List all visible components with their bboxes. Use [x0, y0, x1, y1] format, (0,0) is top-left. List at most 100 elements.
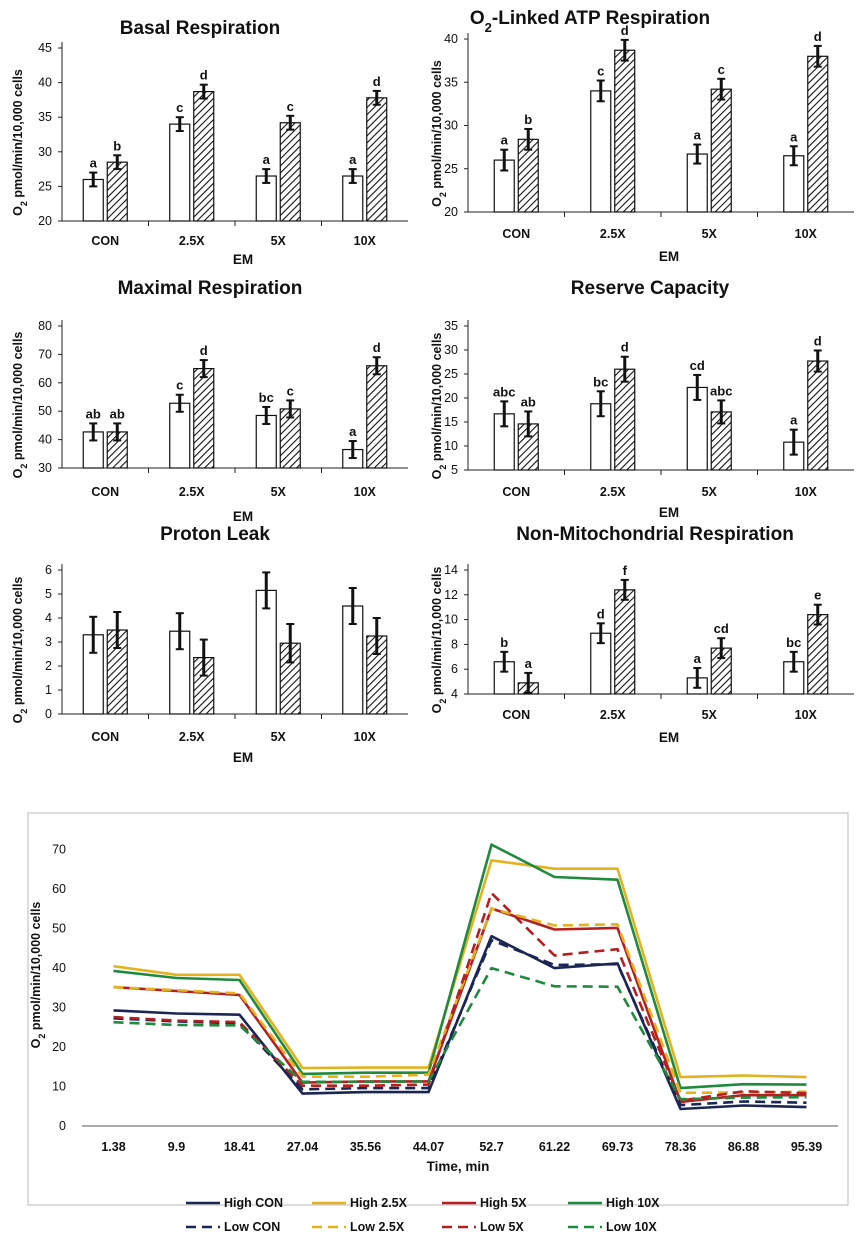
- hatched-bar-2_5x: [614, 49, 636, 213]
- legend-label: High 5X: [480, 1196, 527, 1210]
- x-axis-title: EM: [659, 505, 679, 520]
- significance-letter: a: [694, 651, 702, 666]
- y-tick-label: 10: [52, 1080, 66, 1094]
- category-label: 10X: [795, 485, 818, 499]
- significance-letter: d: [200, 68, 208, 83]
- hatched-bar-5x: [279, 122, 301, 222]
- y-tick-label: 2: [45, 659, 52, 673]
- non-mito-respiration-chart: Non-Mitochondrial Respiration 4 6 8 10 12 14 CO…: [430, 524, 854, 745]
- significance-letter: cd: [714, 621, 729, 636]
- significance-letter: abc: [710, 383, 732, 398]
- y-tick-label: 70: [52, 843, 66, 857]
- significance-letter: c: [176, 378, 183, 393]
- y-axis-title: O2 pmol/min/10,000 cells: [11, 577, 29, 724]
- y-tick-label: 20: [52, 1040, 66, 1054]
- series-line-high-5x: [113, 907, 807, 1104]
- series-line-low-10x: [113, 966, 807, 1101]
- legend-label: High 2.5X: [350, 1196, 408, 1210]
- y-tick-label: 35: [38, 110, 52, 124]
- category-label: 5X: [702, 227, 718, 241]
- category-label: CON: [91, 485, 119, 499]
- significance-letter: a: [790, 129, 798, 144]
- x-axis-title: Time, min: [427, 1159, 490, 1174]
- y-tick-label: 60: [38, 376, 52, 390]
- y-tick-label: 4: [451, 687, 458, 701]
- significance-letter: bc: [259, 390, 274, 405]
- category-label: 10X: [795, 708, 818, 722]
- hatched-bar-5x: [710, 88, 732, 213]
- significance-letter: c: [176, 100, 183, 115]
- y-tick-label: 20: [444, 205, 458, 219]
- chart-title: Proton Leak: [160, 524, 270, 545]
- category-label: 5X: [271, 730, 287, 744]
- category-label: 10X: [795, 227, 818, 241]
- significance-letter: d: [373, 340, 381, 355]
- y-tick-label: 1: [45, 683, 52, 697]
- y-axis-title: O2 pmol/min/10,000 cells: [29, 902, 47, 1049]
- series-line-low-2-5x: [113, 907, 807, 1095]
- significance-letter: d: [373, 74, 381, 89]
- y-tick-label: 30: [52, 1001, 66, 1015]
- category-label: CON: [502, 708, 530, 722]
- y-tick-label: 50: [38, 404, 52, 418]
- significance-letter: a: [790, 413, 798, 428]
- significance-letter: ab: [86, 406, 101, 421]
- y-tick-label: 30: [444, 343, 458, 357]
- chart-title-rest: -Linked ATP Respiration: [492, 8, 710, 29]
- category-label: 5X: [702, 485, 718, 499]
- significance-letter: c: [718, 62, 725, 77]
- significance-letter: abc: [493, 384, 515, 399]
- y-tick-label: 0: [59, 1119, 66, 1133]
- significance-letter: d: [621, 340, 629, 355]
- open-bar-2_5x: [169, 123, 191, 222]
- legend-label: Low 5X: [480, 1220, 524, 1234]
- y-tick-label: 14: [444, 563, 458, 577]
- category-label: 5X: [271, 234, 287, 248]
- chart-title: Maximal Respiration: [118, 278, 303, 299]
- y-tick-label: 35: [444, 75, 458, 89]
- atp-respiration-chart: O2-Linked ATP Respiration2025303540CONab…: [430, 8, 854, 264]
- series-line-high-2-5x: [113, 859, 807, 1079]
- y-tick-label: 40: [38, 76, 52, 90]
- hatched-bar-10x: [366, 97, 388, 222]
- chart-title: Basal Respiration: [120, 18, 281, 39]
- category-label: CON: [502, 227, 530, 241]
- y-tick-label: 4: [45, 611, 52, 625]
- x-tick-label: 9.9: [168, 1140, 185, 1154]
- x-tick-label: 35.56: [350, 1140, 381, 1154]
- x-axis-title: EM: [233, 509, 253, 524]
- chart-title: Reserve Capacity: [571, 278, 730, 299]
- y-axis-title: O2 pmol/min/10,000 cells: [430, 60, 448, 207]
- x-tick-label: 78.36: [665, 1140, 696, 1154]
- significance-letter: d: [597, 606, 605, 621]
- y-tick-label: 30: [38, 145, 52, 159]
- y-tick-label: 5: [45, 587, 52, 601]
- y-tick-label: 30: [38, 461, 52, 475]
- y-tick-label: 40: [38, 433, 52, 447]
- x-axis-title: EM: [233, 750, 253, 765]
- y-tick-label: 25: [38, 179, 52, 193]
- significance-letter: ab: [110, 406, 125, 421]
- category-label: 10X: [354, 730, 377, 744]
- y-tick-label: 12: [444, 588, 458, 602]
- hatched-bar-con: [106, 161, 128, 222]
- hatched-bar-10x: [807, 360, 829, 471]
- y-tick-label: 20: [444, 391, 458, 405]
- y-tick-label: 50: [52, 922, 66, 936]
- series-line-low-5x: [113, 891, 807, 1102]
- y-tick-label: 6: [451, 662, 458, 676]
- x-tick-label: 18.41: [224, 1140, 255, 1154]
- y-axis-title: O2 pmol/min/10,000 cells: [11, 69, 29, 216]
- x-tick-label: 44.07: [413, 1140, 444, 1154]
- category-label: 2.5X: [179, 485, 205, 499]
- x-axis-title: EM: [659, 730, 679, 745]
- significance-letter: c: [287, 383, 294, 398]
- hatched-bar-2_5x: [614, 368, 636, 471]
- significance-letter: bc: [786, 635, 801, 650]
- y-tick-label: 10: [444, 439, 458, 453]
- x-tick-label: 69.73: [602, 1140, 633, 1154]
- y-tick-label: 30: [444, 119, 458, 133]
- x-axis-title: EM: [659, 249, 679, 264]
- category-label: 2.5X: [600, 485, 626, 499]
- legend-label: High 10X: [606, 1196, 660, 1210]
